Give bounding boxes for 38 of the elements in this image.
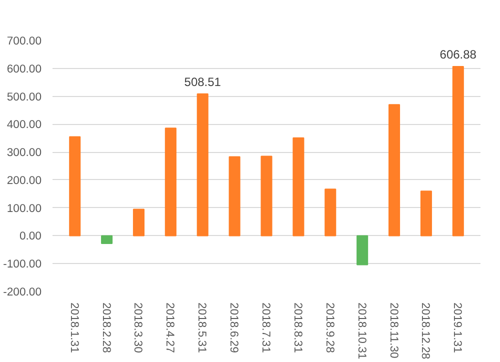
bar [69, 136, 81, 236]
x-tick-label: 2018.4.27 [164, 302, 176, 353]
y-tick-label: 600.00 [6, 63, 42, 76]
y-tick-label: 200.00 [6, 174, 42, 187]
y-tick-label: 500.00 [6, 91, 42, 104]
bar [164, 128, 176, 236]
bar [132, 208, 145, 236]
bar [101, 235, 113, 244]
x-tick-label: 2018.10.31 [355, 302, 368, 360]
x-tick-label: 2018.11.30 [387, 302, 400, 358]
x-tick-label: 2018.3.30 [132, 302, 144, 353]
y-tick-label: 100.00 [6, 202, 42, 215]
bar [356, 235, 368, 266]
data-label: 508.51 [184, 74, 222, 89]
bar [420, 190, 432, 236]
x-tick-label: 2018.5.31 [196, 302, 208, 353]
x-tick-label: 2018.6.29 [228, 302, 240, 353]
x-tick-label: 2018.1.31 [68, 302, 80, 353]
bar [388, 104, 400, 236]
x-tick-label: 2018.2.28 [100, 302, 112, 353]
x-tick-label: 2018.7.31 [260, 302, 272, 353]
y-tick-label: -200.00 [3, 286, 42, 298]
y-tick-label: -100.00 [3, 258, 42, 271]
bar [324, 188, 336, 236]
y-tick-label: 400.00 [6, 119, 42, 132]
data-label: 606.88 [440, 47, 477, 62]
bar [196, 93, 208, 236]
x-tick-label: 2018.9.28 [323, 302, 336, 353]
x-tick-label: 2018.8.31 [291, 302, 304, 353]
y-tick-label: 700.00 [6, 36, 42, 48]
y-tick-label: 300.00 [6, 147, 42, 160]
bar [292, 137, 304, 236]
bar [260, 156, 272, 236]
bar [452, 66, 464, 236]
x-tick-label: 2018.12.28 [419, 302, 432, 360]
bar [228, 156, 240, 236]
y-tick-label: 0.00 [19, 230, 42, 243]
x-tick-label: 2019.1.31 [451, 302, 464, 353]
